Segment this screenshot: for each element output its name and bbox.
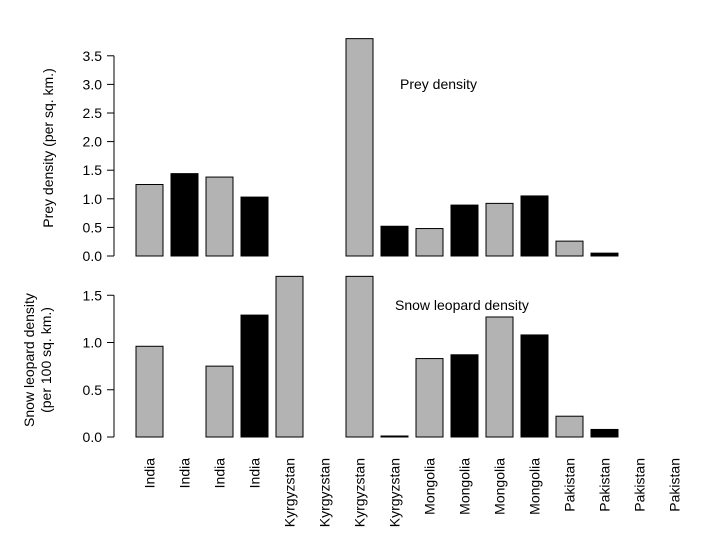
category-label-pakistan: Pakistan [632, 458, 648, 512]
category-label-kyrgyzstan: Kyrgyzstan [282, 458, 298, 527]
category-label-kyrgyzstan: Kyrgyzstan [387, 458, 403, 527]
leopard-bar-pakistan [590, 428, 619, 438]
prey-bar-kyrgyzstan [345, 38, 374, 257]
category-label-kyrgyzstan: Kyrgyzstan [317, 458, 333, 527]
prey-bar-mongolia [485, 202, 514, 257]
leopard-bar-mongolia [450, 354, 479, 438]
prey-bar-pakistan [555, 240, 584, 257]
prey-bar-kyrgyzstan [380, 225, 409, 257]
prey-bar-india [205, 176, 234, 257]
category-label-pakistan: Pakistan [667, 458, 683, 512]
prey-y-tick-label: 0.0 [83, 248, 103, 264]
category-label-india: India [247, 458, 263, 489]
prey-bar-india [240, 196, 269, 257]
prey-y-tick-label: 2.0 [83, 134, 103, 150]
category-label-pakistan: Pakistan [562, 458, 578, 512]
category-label-mongolia: Mongolia [492, 458, 508, 515]
prey-y-tick-label: 2.5 [83, 105, 103, 121]
leopard-y-tick-label: 0.5 [83, 382, 103, 398]
category-label-kyrgyzstan: Kyrgyzstan [352, 458, 368, 527]
prey-bar-mongolia [415, 228, 444, 257]
prey-panel-title: Prey density [400, 76, 477, 92]
prey-bar-mongolia [450, 204, 479, 257]
prey-bar-pakistan [590, 252, 619, 257]
prey-bar-india [170, 173, 199, 257]
leopard-bar-kyrgyzstan [345, 275, 374, 438]
category-label-mongolia: Mongolia [457, 458, 473, 515]
prey-y-axis-title: Prey density (per sq. km.) [40, 68, 56, 228]
category-label-india: India [212, 458, 228, 489]
leopard-bar-mongolia [415, 358, 444, 438]
prey-y-tick-label: 0.5 [83, 219, 103, 235]
category-label-india: India [177, 458, 193, 489]
leopard-bar-mongolia [520, 334, 549, 438]
prey-density-panel: 0.0 0.5 1.0 1.5 2.0 2.5 3.0 3.5 Prey density (pe… [40, 38, 619, 264]
prey-y-tick-label: 3.5 [83, 48, 103, 64]
leopard-bar-india [205, 365, 234, 438]
leopard-bar-india [135, 345, 164, 438]
leopard-bar-pakistan [555, 415, 584, 438]
category-label-mongolia: Mongolia [422, 458, 438, 515]
prey-y-tick-label: 1.0 [83, 191, 103, 207]
category-label-pakistan: Pakistan [597, 458, 613, 512]
category-labels: India India India India Kyrgyzstan Kyrgyzstan… [142, 458, 683, 527]
leopard-bar-kyrgyzstan [275, 275, 304, 438]
prey-y-tick-label: 1.5 [83, 162, 103, 178]
prey-bar-india [135, 184, 164, 257]
category-label-india: India [142, 458, 158, 489]
leopard-y-tick-label: 1.5 [83, 287, 103, 303]
leopard-y-tick-label: 1.0 [83, 335, 103, 351]
prey-y-tick-label: 3.0 [83, 76, 103, 92]
snow-leopard-density-panel: 0.0 0.5 1.0 1.5 Snow leopard density(per 100… [21, 275, 619, 445]
prey-bar-mongolia [520, 195, 549, 257]
leopard-bar-kyrgyzstan [380, 435, 409, 438]
leopard-y-axis-title: Snow leopard density(per 100 sq. km.) [21, 293, 54, 427]
leopard-bar-india [240, 314, 269, 438]
leopard-y-tick-label: 0.0 [83, 429, 103, 445]
leopard-bar-mongolia [485, 316, 514, 438]
category-label-mongolia: Mongolia [527, 458, 543, 515]
leopard-panel-title: Snow leopard density [395, 297, 529, 313]
